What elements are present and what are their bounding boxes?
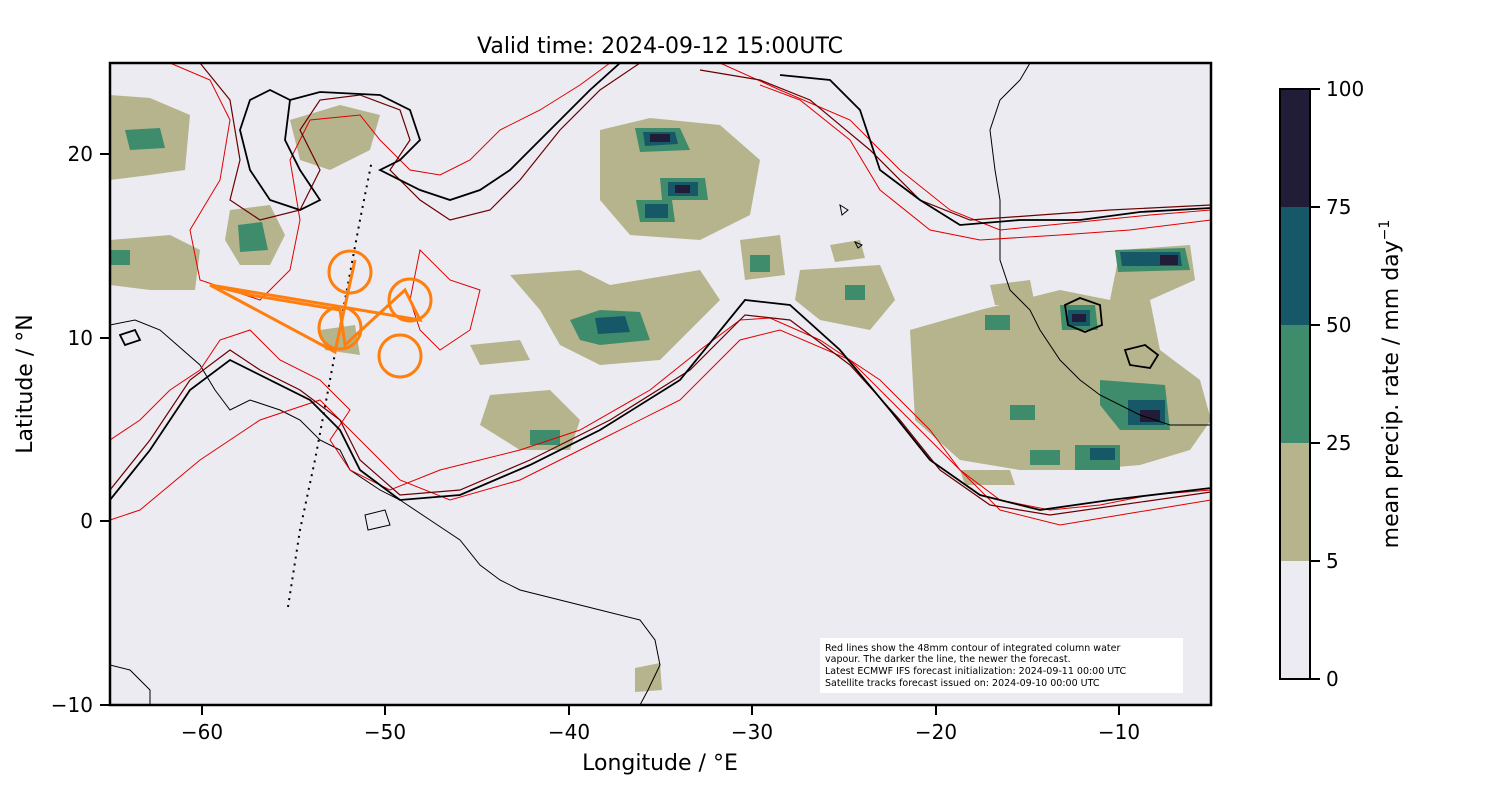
- y-tick-label: −10: [51, 693, 93, 717]
- x-tick-label: −10: [1098, 720, 1140, 744]
- colorbar-frame: [1279, 88, 1311, 680]
- x-tick-label: −20: [915, 720, 957, 744]
- colorbar-tick-label: 100: [1326, 77, 1364, 101]
- y-tick-label: 10: [68, 326, 93, 350]
- note-line-3: Latest ECMWF IFS forecast initialization…: [825, 666, 1126, 677]
- colorbar-band-25-50: [1280, 325, 1310, 443]
- coastlines: [110, 63, 1211, 705]
- colorbar-band-5-25: [1280, 443, 1310, 561]
- colorbar-band-50-75: [1280, 207, 1310, 325]
- x-tick-label: −50: [364, 720, 406, 744]
- colorbar-tick-label: 50: [1326, 313, 1351, 337]
- chart-title: Valid time: 2024-09-12 15:00UTC: [477, 34, 843, 59]
- precip-field-heavy: [110, 128, 1190, 470]
- colorbar-band-0-5: [1280, 561, 1310, 679]
- note-line-2: vapour. The darker the line, the newer t…: [825, 654, 1071, 665]
- colorbar-label-exponent: −1: [1377, 220, 1393, 241]
- y-axis: 20 10 0 −10 Latitude / °N: [13, 142, 110, 717]
- colorbar-tick-label: 0: [1326, 667, 1339, 691]
- x-tick-label: −60: [181, 720, 223, 744]
- note-line-4: Satellite tracks forecast issued on: 202…: [825, 678, 1100, 689]
- y-tick-label: 20: [68, 142, 93, 166]
- x-axis: −60 −50 −40 −30 −20 −10 Longitude / °E: [181, 705, 1140, 776]
- note-line-1: Red lines show the 48mm contour of integ…: [825, 643, 1120, 654]
- colorbar-tick-label: 75: [1326, 195, 1351, 219]
- colorbar-band-75-100: [1280, 89, 1310, 207]
- x-tick-label: −40: [548, 720, 590, 744]
- colorbar-tick-label: 5: [1326, 549, 1339, 573]
- colorbar: 100 75 50 25 5 0 mean precip. rate / mm …: [1279, 77, 1404, 691]
- x-axis-label: Longitude / °E: [582, 751, 738, 776]
- colorbar-tick-label: 25: [1326, 431, 1351, 455]
- map-area: Red lines show the 48mm contour of integ…: [108, 61, 1213, 707]
- x-tick-label: −30: [731, 720, 773, 744]
- y-axis-label: Latitude / °N: [13, 314, 38, 453]
- y-tick-label: 0: [80, 509, 93, 533]
- satellite-track: [287, 159, 373, 608]
- colorbar-label: mean precip. rate / mm day−1: [1377, 220, 1404, 549]
- colorbar-label-text: mean precip. rate / mm day: [1379, 240, 1404, 548]
- info-note: Red lines show the 48mm contour of integ…: [820, 638, 1183, 693]
- wv-contours-newest: [110, 63, 1211, 511]
- map-frame: [108, 61, 1213, 707]
- flight-track: [209, 249, 433, 379]
